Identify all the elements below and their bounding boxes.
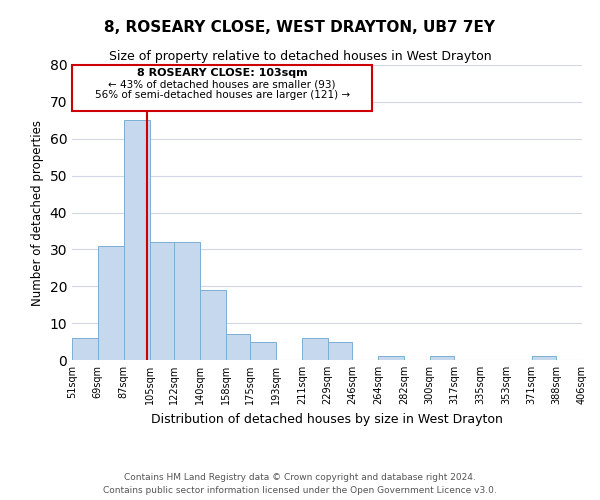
Bar [226,334,250,360]
Bar [72,338,98,360]
Text: 8, ROSEARY CLOSE, WEST DRAYTON, UB7 7EY: 8, ROSEARY CLOSE, WEST DRAYTON, UB7 7EY [104,20,496,35]
Bar [98,246,124,360]
Text: ← 43% of detached houses are smaller (93): ← 43% of detached houses are smaller (93… [109,79,336,89]
Bar [124,120,149,360]
Bar [532,356,556,360]
Bar [174,242,200,360]
FancyBboxPatch shape [72,65,372,111]
Bar [430,356,454,360]
X-axis label: Distribution of detached houses by size in West Drayton: Distribution of detached houses by size … [151,412,503,426]
Text: 8 ROSEARY CLOSE: 103sqm: 8 ROSEARY CLOSE: 103sqm [137,68,307,78]
Text: 56% of semi-detached houses are larger (121) →: 56% of semi-detached houses are larger (… [95,90,350,100]
Bar [302,338,328,360]
Y-axis label: Number of detached properties: Number of detached properties [31,120,44,306]
Text: Contains HM Land Registry data © Crown copyright and database right 2024.
Contai: Contains HM Land Registry data © Crown c… [103,473,497,495]
Bar [200,290,226,360]
Text: Size of property relative to detached houses in West Drayton: Size of property relative to detached ho… [109,50,491,63]
Bar [328,342,352,360]
Bar [149,242,174,360]
Bar [378,356,404,360]
Bar [250,342,276,360]
